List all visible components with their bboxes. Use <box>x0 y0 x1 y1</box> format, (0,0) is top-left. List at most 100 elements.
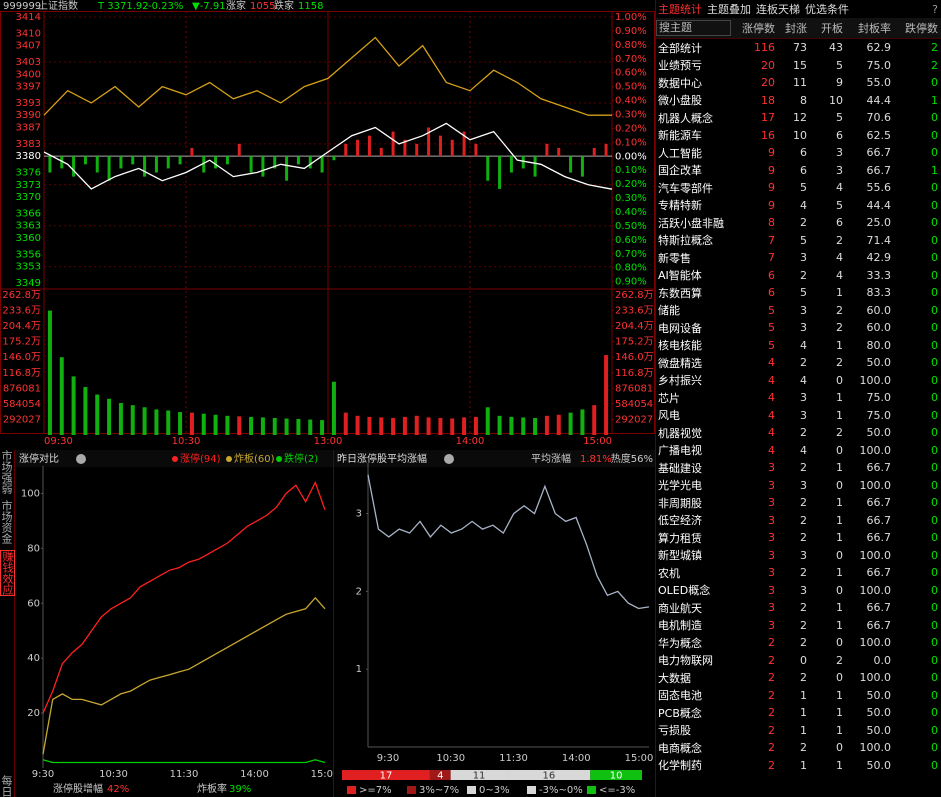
table-row[interactable]: 东数西算 6 5 1 83.3 0 <box>656 284 941 302</box>
table-cell: 1 <box>836 461 843 475</box>
table-cell: 2 <box>836 233 843 247</box>
side-tab[interactable]: 市场资金 <box>0 500 13 544</box>
table-row[interactable]: 人工智能 9 6 3 66.7 0 <box>656 144 941 162</box>
table-row[interactable]: 核电核能 5 4 1 80.0 0 <box>656 337 941 355</box>
table-row[interactable]: 农机 3 2 1 66.7 0 <box>656 564 941 582</box>
table-cell: 9 <box>836 76 843 90</box>
table-row[interactable]: 电机制造 3 2 1 66.7 0 <box>656 617 941 635</box>
table-row[interactable]: 国企改革 9 6 3 66.7 1 <box>656 162 941 180</box>
table-cell: 66.7 <box>866 163 892 177</box>
price-tick-label: 3356 <box>16 249 41 260</box>
table-cell: 2 <box>768 671 775 685</box>
table-row[interactable]: 芯片 4 3 1 75.0 0 <box>656 389 941 407</box>
table-row[interactable]: 商业航天 3 2 1 66.7 0 <box>656 599 941 617</box>
dist-segment <box>429 770 451 780</box>
table-row[interactable]: 算力租赁 3 2 1 66.7 0 <box>656 529 941 547</box>
legend-dot <box>172 456 178 462</box>
table-row[interactable]: 机器人概念 17 12 5 70.6 0 <box>656 109 941 127</box>
side-tab[interactable]: 市场强弱 <box>0 450 13 494</box>
table-row[interactable]: 光学光电 3 3 0 100.0 0 <box>656 477 941 495</box>
table-row[interactable]: AI智能体 6 2 4 33.3 0 <box>656 267 941 285</box>
breadth-bar <box>521 156 525 169</box>
table-row[interactable]: 汽车零部件 9 5 4 55.6 0 <box>656 179 941 197</box>
table-row[interactable]: 电商概念 2 2 0 100.0 0 <box>656 739 941 757</box>
table-row[interactable]: 基础建设 3 2 1 66.7 0 <box>656 459 941 477</box>
table-cell: 73 <box>793 41 807 55</box>
table-row[interactable]: OLED概念 3 3 0 100.0 0 <box>656 582 941 600</box>
table-cell: 风电 <box>658 409 680 423</box>
table-cell: 1 <box>836 688 843 702</box>
x-tick-label: 14:00 <box>562 753 591 764</box>
table-row[interactable]: 机器视觉 4 2 2 50.0 0 <box>656 424 941 442</box>
table-cell: 0 <box>931 321 938 335</box>
table-row[interactable]: 大数据 2 2 0 100.0 0 <box>656 669 941 687</box>
table-row[interactable]: 电网设备 5 3 2 60.0 0 <box>656 319 941 337</box>
volume-bar <box>331 381 336 435</box>
yesterday-chart: 昨日涨停股平均涨幅 平均涨幅 1.81%热度56% 1 2 3 9:30 10:30 11:30… <box>333 450 655 797</box>
table-cell: 乡村振兴 <box>658 374 702 388</box>
volume-bar <box>260 417 265 435</box>
table-row[interactable]: 乡村振兴 4 4 0 100.0 0 <box>656 372 941 390</box>
table-row[interactable]: 亏损股 2 1 1 50.0 0 <box>656 722 941 740</box>
table-row[interactable]: 新零售 7 3 4 42.9 0 <box>656 249 941 267</box>
column-header[interactable]: 涨停数 <box>742 22 775 35</box>
table-cell: 0 <box>836 741 843 755</box>
table-cell: 83.3 <box>866 286 892 300</box>
table-row[interactable]: 低空经济 3 2 1 66.7 0 <box>656 512 941 530</box>
pct-tick-label: 0.50% <box>615 221 647 232</box>
table-row[interactable]: 华为概念 2 2 0 100.0 0 <box>656 634 941 652</box>
table-row[interactable]: 储能 5 3 2 60.0 0 <box>656 302 941 320</box>
volume-bar <box>296 419 301 435</box>
breadth-bar <box>296 156 300 165</box>
pct-tick-label: 0.80% <box>615 263 647 274</box>
table-row[interactable]: PCB概念 2 1 1 50.0 0 <box>656 704 941 722</box>
table-row[interactable]: 非周期股 3 2 1 66.7 0 <box>656 494 941 512</box>
table-row[interactable]: 全部统计 116 73 43 62.9 2 <box>656 39 941 57</box>
table-row[interactable]: 专精特新 9 4 5 44.4 0 <box>656 197 941 215</box>
breadth-bar <box>367 135 371 157</box>
price-tick-label: 3403 <box>16 57 41 68</box>
table-cell: 62.9 <box>866 41 892 55</box>
table-row[interactable]: 活跃小盘非融 8 2 6 25.0 0 <box>656 214 941 232</box>
table-cell: 100.0 <box>859 583 892 597</box>
breadth-bar <box>356 139 360 157</box>
pct-tick-label: 0.70% <box>615 249 647 260</box>
breadth-bar <box>545 143 549 157</box>
column-header[interactable]: 封涨 <box>785 22 807 35</box>
volume-tick-label: 262.8万 <box>615 290 654 301</box>
table-row[interactable]: 新型城镇 3 3 0 100.0 0 <box>656 547 941 565</box>
price-tick-label: 3390 <box>16 110 41 121</box>
limit-line <box>42 480 326 714</box>
table-row[interactable]: 特斯拉概念 7 5 2 71.4 0 <box>656 232 941 250</box>
tab[interactable]: 主题统计 <box>658 3 702 16</box>
table-row[interactable]: 电力物联网 2 0 2 0.0 0 <box>656 652 941 670</box>
search-box[interactable]: 搜主题 <box>656 20 731 36</box>
table-row[interactable]: 数据中心 20 11 9 55.0 0 <box>656 74 941 92</box>
tab[interactable]: ? <box>932 2 938 16</box>
tab[interactable]: 优选条件 <box>805 3 849 16</box>
table-cell: 储能 <box>658 304 680 318</box>
table-row[interactable]: 广播电视 4 4 0 100.0 0 <box>656 442 941 460</box>
pct-tick-label: 0.70% <box>615 54 647 65</box>
column-header[interactable]: 跌停数 <box>905 22 938 35</box>
table-row[interactable]: 新能源车 16 10 6 62.5 0 <box>656 127 941 145</box>
table-cell: 9 <box>768 198 775 212</box>
table-row[interactable]: 业绩预亏 20 15 5 75.0 2 <box>656 57 941 75</box>
column-header[interactable]: 封板率 <box>858 22 891 35</box>
side-tab[interactable]: 赚钱效应 <box>0 550 15 596</box>
table-row[interactable]: 风电 4 3 1 75.0 0 <box>656 407 941 425</box>
column-header[interactable]: 开板 <box>821 22 843 35</box>
table-row[interactable]: 微盘精选 4 2 2 50.0 0 <box>656 354 941 372</box>
table-row[interactable]: 微小盘股 18 8 10 44.4 1 <box>656 92 941 110</box>
side-tab[interactable]: 每日 <box>0 775 13 797</box>
table-row[interactable]: 固态电池 2 1 1 50.0 0 <box>656 687 941 705</box>
tab[interactable]: 主题叠加 <box>707 3 751 16</box>
limit-line <box>42 759 326 764</box>
breadth-bar <box>178 156 182 165</box>
breadth-bar <box>438 135 442 157</box>
table-cell: 5 <box>836 111 843 125</box>
table-cell: 3 <box>768 513 775 527</box>
table-row[interactable]: 化学制药 2 1 1 50.0 0 <box>656 757 941 775</box>
pct-tick-label: 0.40% <box>615 96 647 107</box>
tab[interactable]: 连板天梯 <box>756 3 800 16</box>
